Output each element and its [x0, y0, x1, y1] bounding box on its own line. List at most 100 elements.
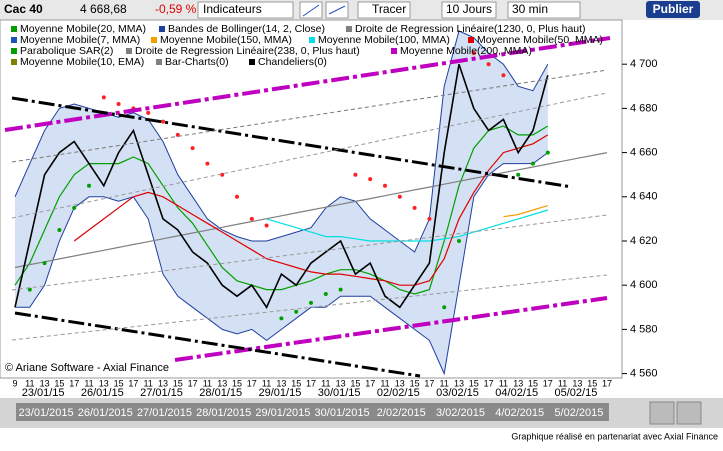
tool-icon	[302, 4, 320, 17]
trend-line	[11, 92, 608, 219]
indicators-dropdown[interactable]	[197, 1, 294, 19]
x-tick-label: 9	[12, 378, 17, 388]
date-label: 23/01/2015	[19, 407, 74, 419]
x-tick-label: 13	[513, 378, 523, 388]
day-label: 27/01/15	[140, 387, 183, 399]
date-box	[75, 403, 136, 421]
x-tick-label: 13	[158, 378, 168, 388]
legend-swatch	[309, 37, 315, 43]
publish-button[interactable]	[646, 1, 700, 18]
sar-dot	[42, 261, 47, 266]
legend-swatch	[249, 59, 255, 65]
date-box	[252, 403, 313, 421]
sar-dot	[116, 101, 121, 106]
x-tick-label: 15	[528, 378, 538, 388]
x-tick-label: 15	[291, 378, 301, 388]
sar-dot	[323, 292, 328, 297]
sar-dot	[220, 172, 225, 177]
sar-dot	[72, 205, 77, 210]
series-line	[503, 205, 548, 218]
legend-swatch	[11, 59, 17, 65]
date-label: 30/01/2015	[315, 407, 370, 419]
legend-label: Moyenne Mobile(20, MMA)	[20, 23, 146, 35]
sar-dot	[457, 238, 461, 243]
copyright: © Ariane Software - Axial Finance	[5, 362, 169, 374]
series-line	[266, 209, 548, 242]
sar-dot	[338, 287, 343, 292]
period-label[interactable]: 10 Jours	[446, 2, 492, 16]
draw-label[interactable]: Tracer	[372, 2, 406, 16]
legend-label: Moyenne Mobile(10, EMA)	[20, 56, 144, 68]
legend-swatch	[468, 37, 474, 43]
day-label: 29/01/15	[259, 387, 302, 399]
sar-dot	[412, 205, 417, 210]
legend-swatch	[391, 48, 397, 54]
x-tick-label: 15	[114, 378, 124, 388]
x-tick-label: 17	[306, 378, 316, 388]
legend-swatch	[11, 48, 17, 54]
date-box	[430, 403, 491, 421]
x-tick-label: 15	[232, 378, 242, 388]
interval-label[interactable]: 30 min	[512, 2, 548, 16]
x-tick-label: 17	[188, 378, 198, 388]
price: 4 668,68	[80, 2, 127, 16]
channel-lines	[4, 36, 611, 378]
x-tick-label: 17	[484, 378, 494, 388]
sar-dot	[309, 300, 313, 305]
date-label: 3/02/2015	[436, 407, 485, 419]
indicators-label[interactable]: Indicateurs	[203, 2, 262, 16]
tool-icon	[328, 5, 346, 15]
sar-dot	[427, 216, 432, 221]
x-tick-label: 13	[217, 378, 227, 388]
legend-swatch	[126, 48, 132, 54]
x-tick-label: 15	[469, 378, 479, 388]
x-tick-label: 13	[454, 378, 464, 388]
scroll-button[interactable]	[649, 401, 675, 425]
y-tick-label: 4 620	[630, 235, 658, 247]
legend-swatch	[156, 59, 162, 65]
draw-dropdown[interactable]	[357, 1, 411, 19]
period-dropdown[interactable]	[441, 1, 497, 19]
instrument: Cac 40	[4, 2, 43, 16]
legend-swatch	[159, 26, 165, 32]
band-fill	[15, 31, 548, 374]
interval-dropdown[interactable]	[507, 1, 581, 19]
y-tick-label: 4 560	[630, 367, 658, 379]
legend-swatch	[151, 37, 157, 43]
sar-dot	[101, 95, 106, 100]
x-tick-label: 17	[247, 378, 257, 388]
x-tick-label: 17	[543, 378, 553, 388]
x-tick-label: 11	[499, 378, 508, 388]
trend-line	[14, 311, 421, 378]
day-label: 02/02/15	[377, 387, 420, 399]
day-label: 04/02/15	[495, 387, 538, 399]
x-tick-label: 13	[395, 378, 405, 388]
x-tick-label: 15	[350, 378, 360, 388]
x-tick-label: 13	[336, 378, 346, 388]
y-tick-label: 4 680	[630, 102, 658, 114]
x-tick-label: 15	[587, 378, 597, 388]
day-label: 30/01/15	[318, 387, 361, 399]
x-tick-label: 11	[262, 378, 271, 388]
scroll-button[interactable]	[676, 401, 702, 425]
x-tick-label: 11	[380, 378, 389, 388]
y-tick-label: 4 700	[630, 58, 658, 70]
date-box	[548, 403, 609, 421]
trend-line	[11, 69, 608, 163]
sar-dot	[471, 51, 476, 56]
date-box	[371, 403, 432, 421]
day-label: 03/02/15	[436, 387, 479, 399]
publish-label[interactable]: Publier	[653, 2, 694, 16]
y-tick-label: 4 660	[630, 146, 658, 158]
date-label: 26/01/2015	[78, 407, 133, 419]
sar-dot	[249, 216, 254, 221]
plot-area	[0, 19, 623, 379]
x-tick-label: 13	[276, 378, 286, 388]
trend-line	[11, 214, 608, 291]
x-tick-label: 17	[424, 378, 434, 388]
legend-label: Moyenne Mobile(7, MMA)	[20, 34, 140, 46]
legend-label: Droite de Regression Linéaire(1230, 0, P…	[355, 23, 586, 35]
x-tick-label: 15	[173, 378, 183, 388]
trend-line	[11, 274, 608, 341]
legend-label: Chandeliers(0)	[258, 56, 327, 68]
